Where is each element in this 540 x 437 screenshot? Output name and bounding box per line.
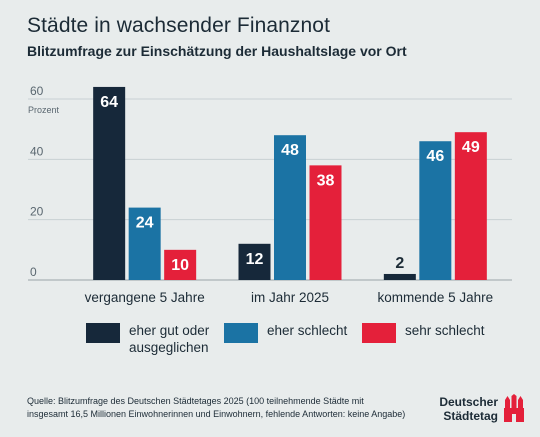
y-tick-label: 60	[30, 84, 44, 98]
city-crest-icon	[504, 394, 524, 422]
y-tick-label: 40	[30, 144, 44, 158]
data-label: 38	[317, 172, 335, 189]
data-label: 48	[281, 142, 299, 159]
data-label: 12	[246, 251, 264, 268]
legend-item-sehr-schlecht: sehr schlecht	[362, 322, 485, 343]
legend-label: eher schlecht	[267, 323, 348, 338]
bar	[454, 132, 487, 280]
legend-swatch	[224, 323, 258, 343]
legend-swatch	[362, 323, 396, 343]
legend-item-eher-schlecht: eher schlecht	[224, 322, 347, 343]
legend: eher gut oder ausgeglichen eher schlecht…	[0, 322, 540, 362]
data-label: 2	[395, 255, 404, 272]
legend-label: sehr schlecht	[405, 323, 485, 338]
bar	[93, 86, 126, 280]
bar	[164, 249, 197, 280]
y-axis-label: Prozent	[28, 105, 60, 115]
data-label: 49	[462, 139, 480, 156]
bar	[274, 135, 306, 280]
y-tick-label: 20	[30, 205, 44, 219]
data-label: 64	[100, 94, 118, 111]
bar	[309, 165, 342, 280]
y-tick-label: 0	[30, 265, 37, 279]
bar	[419, 141, 452, 280]
x-tick-label: kommende 5 Jahre	[378, 290, 494, 305]
legend-swatch	[86, 323, 120, 343]
chart-subtitle: Blitzumfrage zur Einschätzung der Hausha…	[27, 43, 407, 59]
legend-label: eher gut oder ausgeglichen	[129, 323, 210, 355]
logo-text: Deutscher Städtetag	[439, 395, 498, 423]
data-label: 46	[426, 148, 444, 165]
bar-chart: 0 20 40 60 Prozent 64 24 10 vergangene 5 Jahre 12…	[28, 84, 512, 305]
x-tick-label: vergangene 5 Jahre	[85, 290, 205, 305]
data-label: 10	[171, 257, 189, 274]
source-note: Quelle: Blitzumfrage des Deutschen Städt…	[27, 396, 406, 419]
chart-title: Städte in wachsender Finanznot	[27, 14, 331, 37]
x-tick-label: im Jahr 2025	[251, 290, 329, 305]
legend-item-eher-gut: eher gut oder ausgeglichen	[86, 322, 209, 356]
deutscher-staedtetag-logo: Deutscher Städtetag	[414, 392, 526, 426]
bar	[128, 207, 161, 280]
bar	[238, 243, 271, 280]
data-label: 24	[136, 215, 154, 232]
bar	[383, 273, 416, 280]
